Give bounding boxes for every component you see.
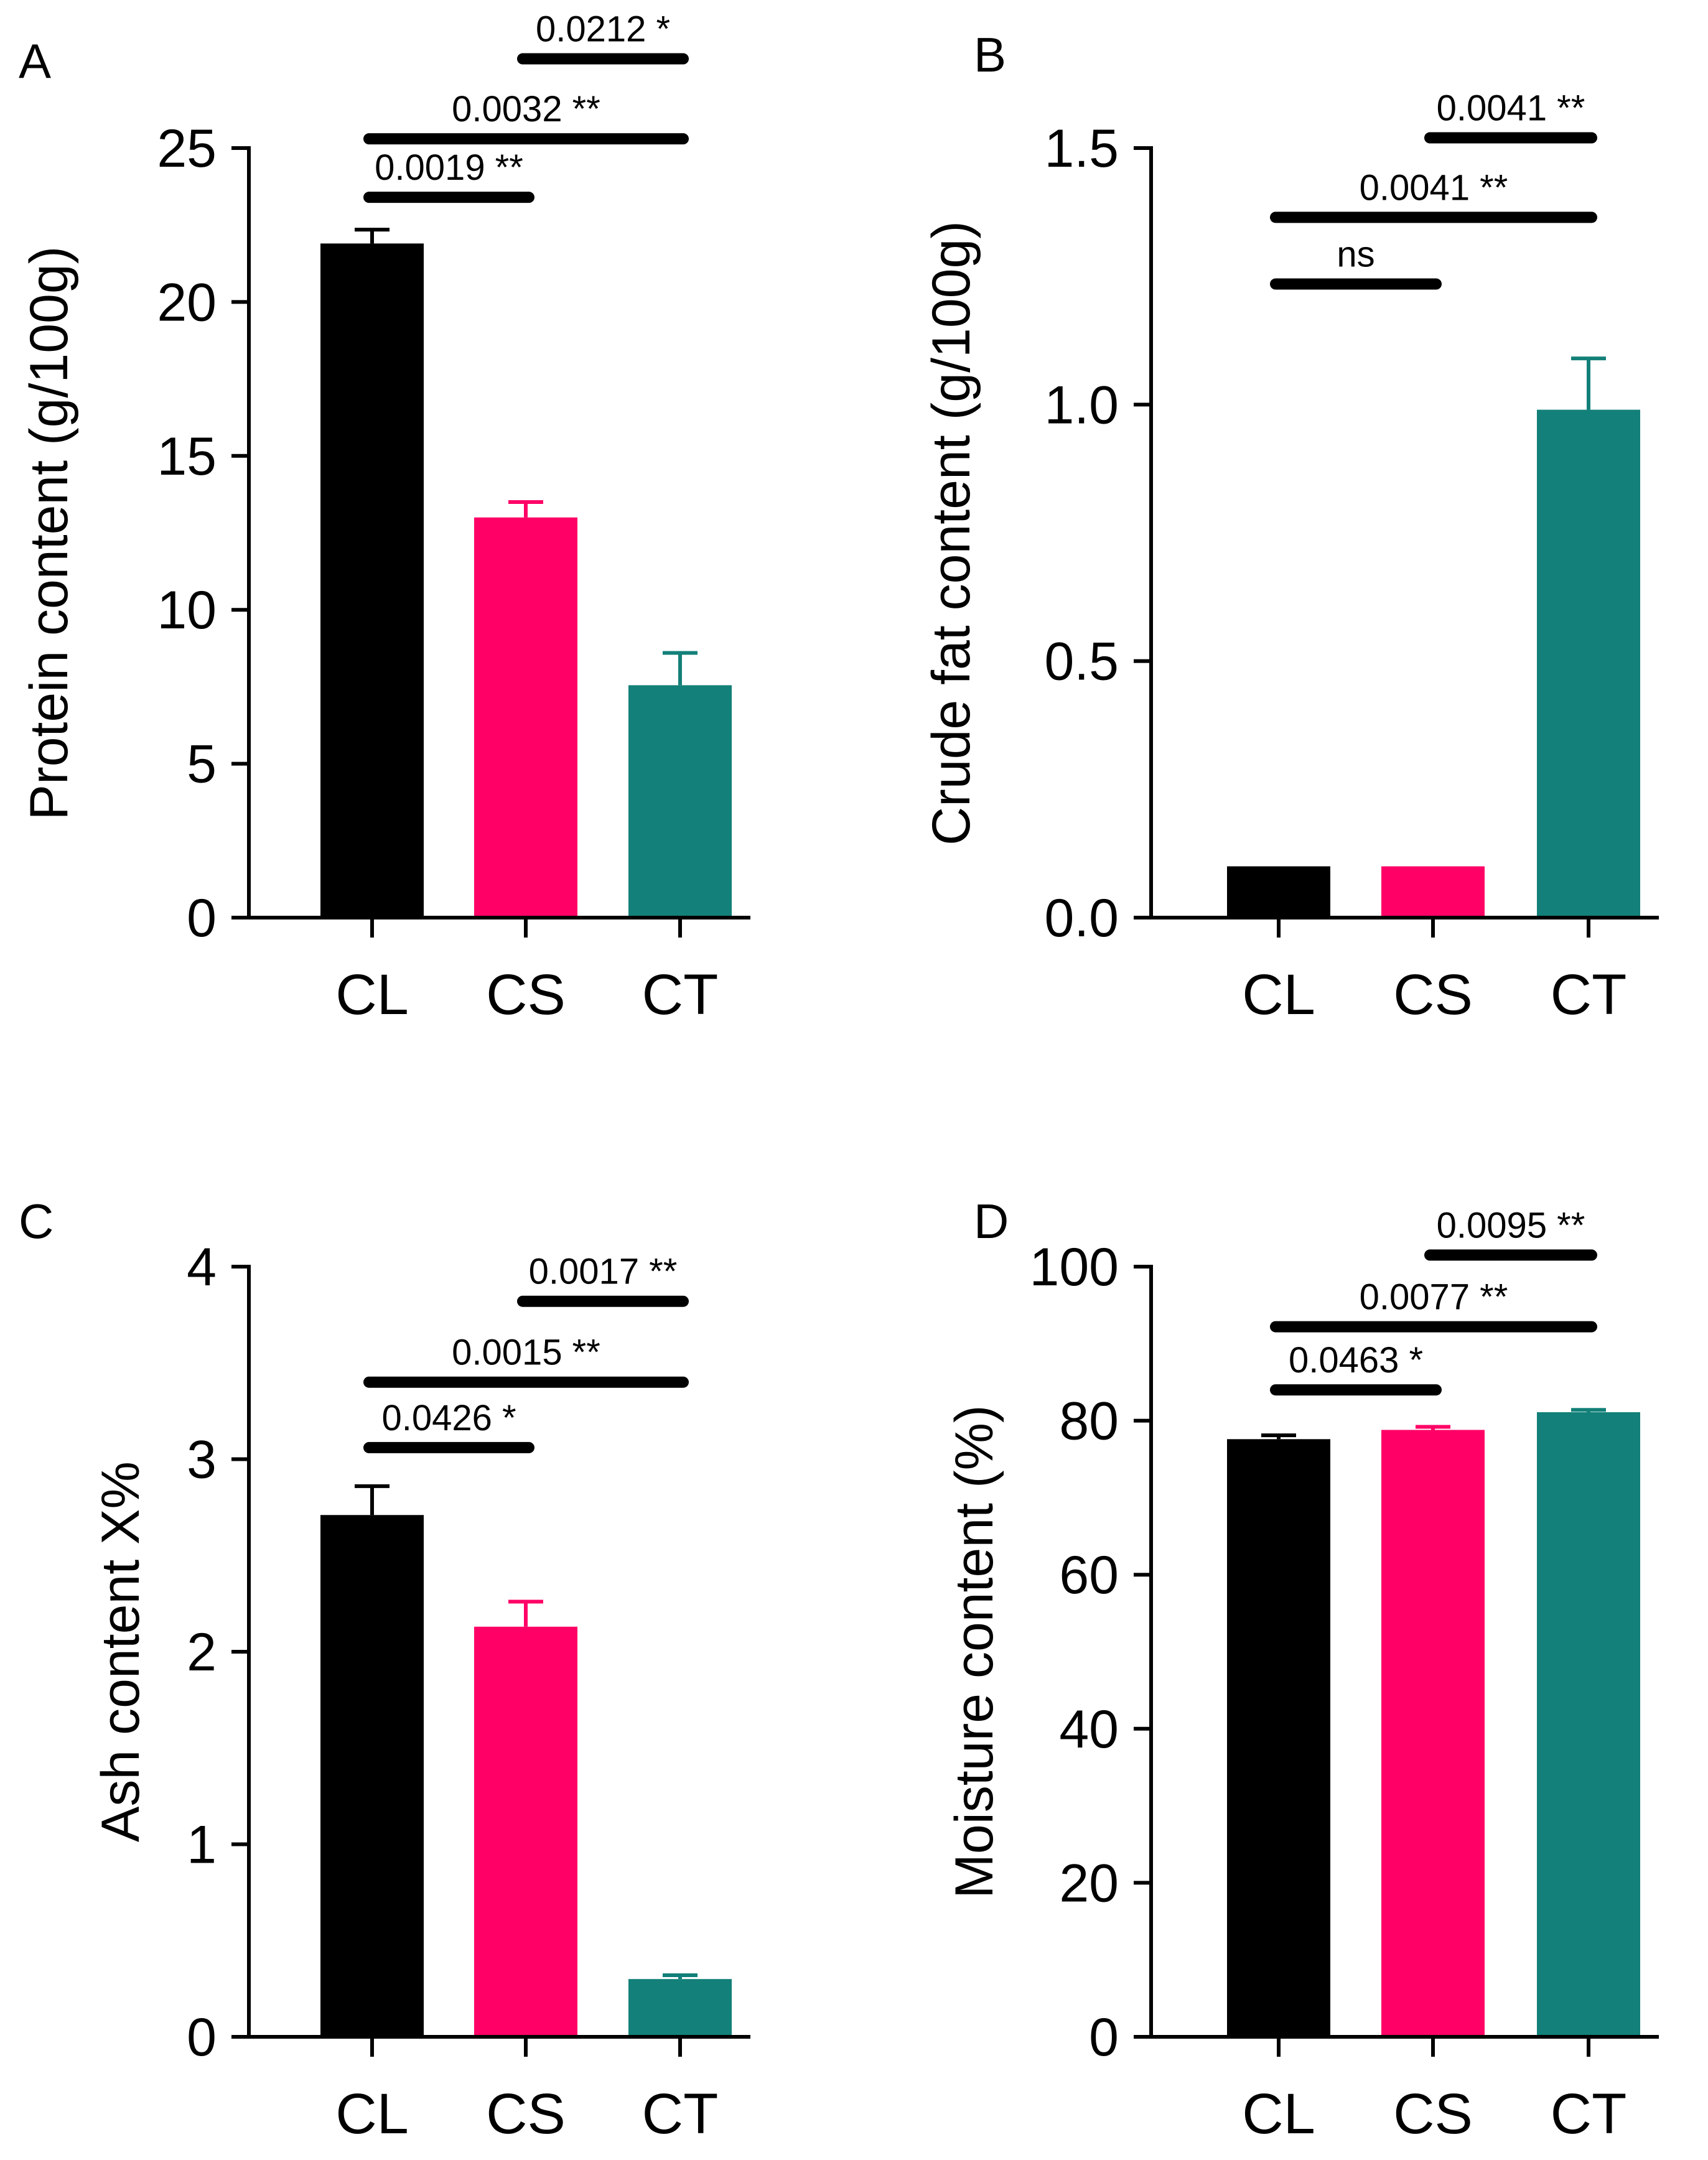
y-tick-label-c-0: 0 [187, 2008, 217, 2067]
x-tick-label-d-ct: CT [1551, 2082, 1627, 2146]
y-tick-label-c-4: 4 [187, 1237, 217, 1297]
x-tick-label-b-ct: CT [1551, 963, 1627, 1026]
error-bar-d-ct [1571, 1408, 1606, 1412]
y-tick-label-a-3: 15 [157, 427, 217, 486]
significance-label-d-2: 0.0095 ** [1437, 1205, 1585, 1245]
y-tick-label-a-4: 20 [157, 272, 217, 332]
y-tick-label-d-0: 0 [1089, 2008, 1119, 2067]
error-bar-a-cl [355, 228, 390, 244]
bar-d-ct [1537, 1412, 1640, 2037]
panel-d: D Moisture content (%) CL CS CT 0 20 40 60 80 100 0… [945, 1194, 1659, 2146]
error-bar-c-cs [508, 1599, 543, 1627]
x-tick-label-b-cl: CL [1242, 963, 1315, 1026]
significance-label-b-2: 0.0041 ** [1437, 88, 1585, 129]
significance-label-a-0: 0.0019 ** [375, 147, 523, 188]
bar-d-cs [1381, 1430, 1485, 2037]
y-tick-label-c-1: 1 [187, 1815, 217, 1875]
significance-label-c-1: 0.0015 ** [452, 1333, 600, 1373]
panel-c: C Ash content X% CL CS CT 0 1 2 3 4 0.0426 * 0.0015… [19, 1194, 750, 2146]
panel-letter-b: B [974, 27, 1006, 82]
x-tick-label-b-cs: CS [1393, 963, 1473, 1026]
panel-b: B Crude fat content (g/100g) CL CS CT 0.0 0.5 1… [922, 27, 1659, 1026]
y-axis-label-b: Crude fat content (g/100g) [922, 221, 981, 845]
x-tick-label-a-cl: CL [335, 963, 409, 1026]
x-tick-label-c-cs: CS [486, 2082, 566, 2146]
y-tick-label-a-1: 5 [187, 735, 217, 794]
x-tick-label-a-cs: CS [486, 963, 566, 1026]
bar-c-ct [628, 1979, 732, 2037]
x-tick-label-c-cl: CL [335, 2082, 409, 2146]
y-tick-label-d-3: 60 [1059, 1545, 1119, 1605]
y-tick-label-b-0: 0.0 [1044, 888, 1119, 948]
error-bar-d-cl [1261, 1433, 1296, 1440]
y-axis-label-a: Protein content (g/100g) [19, 246, 79, 821]
panel-letter-d: D [974, 1194, 1009, 1249]
significance-label-a-1: 0.0032 ** [452, 89, 600, 129]
significance-label-a-2: 0.0212 * [536, 9, 670, 50]
y-tick-label-d-5: 100 [1030, 1237, 1119, 1297]
significance-label-b-1: 0.0041 ** [1360, 167, 1508, 208]
bar-a-ct [628, 685, 732, 918]
y-tick-label-c-3: 3 [187, 1430, 217, 1490]
error-bar-b-ct [1571, 356, 1606, 410]
bar-b-ct [1537, 409, 1640, 918]
panel-letter-a: A [19, 34, 51, 88]
bar-b-cs [1381, 866, 1485, 918]
panel-letter-c: C [19, 1194, 54, 1249]
bar-a-cl [320, 243, 424, 918]
y-tick-label-c-2: 2 [187, 1622, 217, 1682]
x-tick-label-c-ct: CT [642, 2082, 719, 2146]
significance-label-b-0: ns [1337, 235, 1374, 275]
error-bar-d-cs [1416, 1425, 1450, 1430]
panel-a: A Protein content (g/100g) CL CS CT 0 5 10 15 20 2… [19, 9, 750, 1026]
error-bar-c-ct [663, 1973, 698, 1980]
x-tick-label-d-cs: CS [1393, 2082, 1473, 2146]
y-tick-label-a-5: 25 [157, 119, 217, 179]
y-tick-label-b-1: 0.5 [1044, 632, 1119, 692]
error-bar-c-cl [355, 1484, 390, 1515]
x-tick-label-a-ct: CT [642, 963, 719, 1026]
significance-label-d-1: 0.0077 ** [1360, 1277, 1508, 1318]
bar-c-cl [320, 1515, 424, 2037]
y-axis-label-d: Moisture content (%) [945, 1405, 1004, 1898]
bar-b-cl [1227, 866, 1330, 918]
y-tick-label-d-4: 80 [1059, 1392, 1119, 1451]
significance-label-d-0: 0.0463 * [1289, 1340, 1423, 1380]
significance-label-c-0: 0.0426 * [381, 1398, 516, 1438]
y-axis-label-c: Ash content X% [91, 1461, 151, 1842]
bar-a-cs [474, 517, 577, 918]
y-tick-label-d-1: 20 [1059, 1853, 1119, 1913]
y-tick-label-b-3: 1.5 [1044, 119, 1119, 179]
bar-d-cl [1227, 1439, 1330, 2037]
y-tick-label-a-2: 10 [157, 580, 217, 640]
error-bar-a-ct [663, 651, 698, 686]
bar-c-cs [474, 1626, 577, 2037]
y-tick-label-d-2: 40 [1059, 1700, 1119, 1759]
x-tick-label-d-cl: CL [1242, 2082, 1315, 2146]
significance-label-c-2: 0.0017 ** [529, 1252, 678, 1292]
error-bar-a-cs [508, 500, 543, 518]
y-tick-label-b-2: 1.0 [1044, 375, 1119, 435]
y-tick-label-a-0: 0 [187, 888, 217, 948]
